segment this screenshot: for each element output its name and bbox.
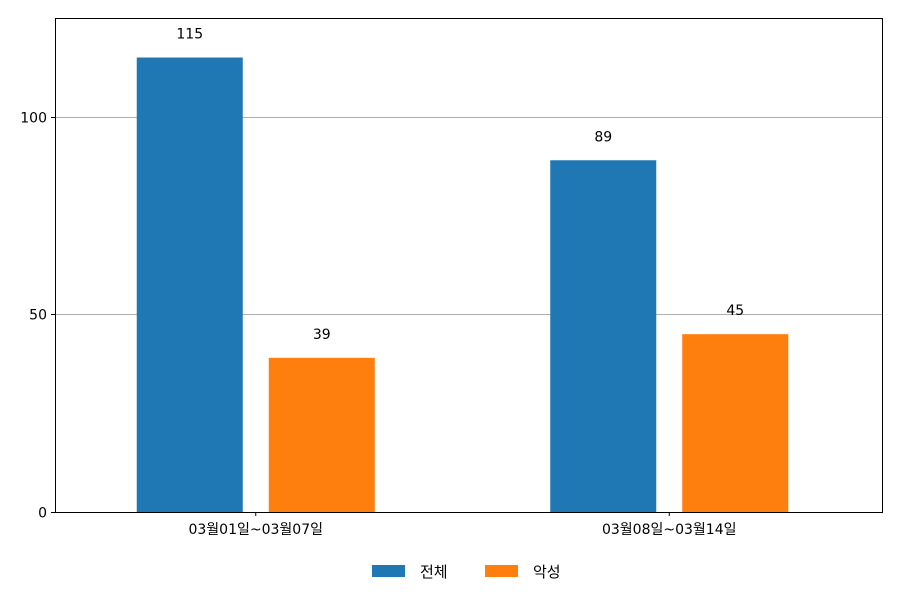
bar-value-label: 39 [313, 327, 331, 343]
legend: 전체 악성 [372, 563, 561, 581]
bar-value-label: 115 [176, 27, 203, 43]
y-tick-label: 100 [20, 111, 47, 127]
legend-label: 전체 [420, 563, 448, 581]
y-axis-ticks: 0 50 100 [20, 111, 55, 522]
bar-total [550, 160, 657, 512]
bar-value-label: 45 [726, 303, 744, 319]
bar-malicious [682, 334, 789, 512]
x-tick-label: 03월08일~03월14일 [602, 522, 737, 538]
bar-value-label: 89 [594, 129, 612, 145]
y-tick-label: 50 [29, 308, 47, 324]
x-axis-ticks: 03월01일~03월07일 03월08일~03월14일 [188, 512, 737, 538]
y-tick-label: 0 [38, 506, 47, 522]
legend-swatch [485, 565, 518, 577]
bars [136, 57, 789, 513]
x-tick-label: 03월01일~03월07일 [188, 522, 323, 538]
plot-frame [55, 18, 883, 513]
data-labels: 115 39 89 45 [176, 27, 744, 343]
legend-label: 악성 [533, 563, 561, 581]
bar-malicious [268, 357, 375, 512]
bar-total [136, 57, 243, 513]
legend-swatch [372, 565, 405, 577]
